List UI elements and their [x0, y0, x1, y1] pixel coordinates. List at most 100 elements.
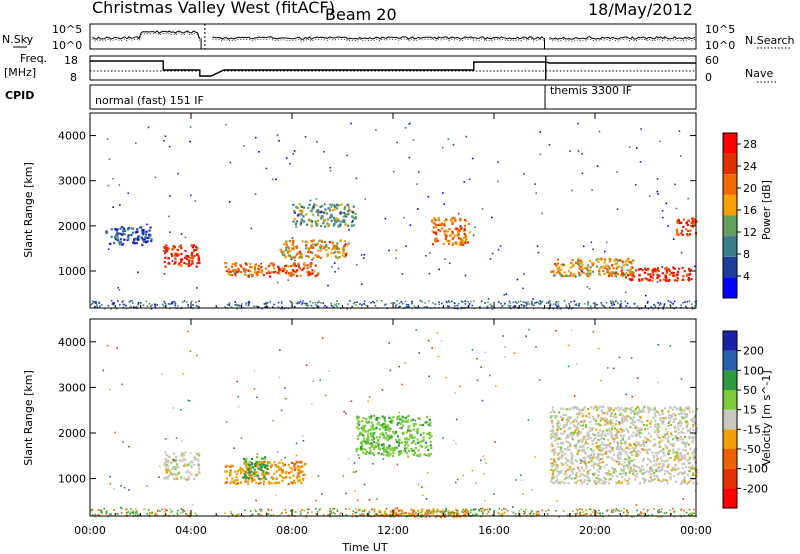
- data-cell: [410, 419, 413, 422]
- data-cell: [228, 304, 231, 307]
- data-cell: [234, 269, 237, 272]
- data-cell: [419, 453, 422, 456]
- data-cell: [183, 477, 186, 480]
- data-cell: [687, 443, 690, 446]
- data-cell: [294, 259, 296, 261]
- data-cell: [493, 493, 495, 495]
- data-cell: [326, 255, 329, 258]
- data-cell: [606, 268, 609, 271]
- data-cell: [579, 511, 582, 514]
- data-cell: [669, 473, 672, 476]
- data-cell: [683, 480, 686, 483]
- data-cell: [536, 245, 539, 248]
- data-cell: [661, 412, 664, 416]
- data-cell: [649, 480, 652, 483]
- data-cell: [642, 445, 645, 448]
- data-cell: [389, 369, 392, 372]
- data-cell: [164, 468, 168, 471]
- data-cell: [373, 510, 376, 513]
- data-cell: [443, 233, 446, 236]
- colorbar-tick-label: 200: [743, 345, 764, 358]
- data-cell: [647, 300, 649, 303]
- data-cell: [366, 433, 369, 436]
- data-cell: [386, 424, 389, 427]
- data-cell: [621, 438, 624, 441]
- data-cell: [258, 270, 261, 274]
- data-cell: [660, 515, 663, 518]
- data-cell: [289, 466, 292, 469]
- data-cell: [258, 306, 260, 309]
- data-cell: [689, 229, 692, 232]
- data-cell: [592, 302, 595, 305]
- data-cell: [224, 266, 227, 269]
- data-cell: [125, 512, 128, 514]
- colorbar-swatch: [723, 449, 737, 469]
- data-cell: [261, 461, 264, 464]
- data-cell: [501, 509, 503, 511]
- data-cell: [629, 422, 633, 425]
- data-cell: [620, 406, 623, 409]
- data-cell: [691, 220, 694, 223]
- colorbar-swatch: [723, 409, 737, 430]
- data-cell: [282, 250, 285, 253]
- data-cell: [371, 508, 373, 510]
- data-cell: [582, 480, 586, 484]
- data-cell: [280, 409, 283, 412]
- data-cell: [607, 420, 610, 423]
- data-cell: [571, 259, 574, 262]
- data-cell: [247, 304, 250, 307]
- data-cell: [281, 306, 283, 308]
- data-cell: [451, 511, 454, 513]
- data-cell: [339, 212, 342, 215]
- data-cell: [385, 432, 388, 435]
- data-cell: [289, 249, 292, 252]
- data-cell: [94, 514, 97, 516]
- data-cell: [225, 421, 228, 423]
- data-cell: [307, 270, 310, 273]
- data-cell: [655, 410, 658, 413]
- data-cell: [676, 279, 679, 282]
- data-cell: [551, 429, 555, 432]
- data-cell: [180, 253, 183, 256]
- data-cell: [640, 448, 643, 451]
- data-cell: [319, 508, 321, 510]
- data-cell: [473, 307, 476, 310]
- data-cell: [676, 230, 679, 233]
- data-cell: [605, 418, 608, 421]
- data-cell: [119, 227, 122, 230]
- data-cell: [616, 446, 619, 449]
- data-cell: [246, 480, 249, 483]
- data-cell: [269, 262, 272, 265]
- data-cell: [363, 514, 365, 516]
- data-cell: [411, 418, 414, 421]
- data-cell: [649, 466, 652, 469]
- data-cell: [372, 433, 375, 436]
- data-cell: [441, 302, 443, 305]
- data-cell: [622, 472, 625, 475]
- data-cell: [680, 441, 683, 444]
- data-cell: [166, 477, 169, 480]
- data-cell: [600, 432, 603, 436]
- data-cell: [315, 198, 318, 200]
- data-cell: [625, 272, 628, 275]
- data-cell: [115, 234, 118, 237]
- data-cell: [354, 216, 357, 219]
- data-cell: [305, 516, 308, 518]
- data-cell: [290, 510, 292, 512]
- data-cell: [258, 482, 261, 485]
- data-cell: [576, 416, 579, 419]
- data-cell: [256, 453, 259, 455]
- data-cell: [263, 461, 266, 464]
- data-cell: [695, 220, 699, 223]
- data-cell: [375, 513, 378, 515]
- data-cell: [552, 303, 555, 306]
- data-cell: [156, 514, 159, 516]
- data-cell: [429, 453, 432, 456]
- data-cell: [171, 510, 173, 513]
- data-cell: [424, 441, 427, 444]
- data-cell: [429, 512, 431, 515]
- data-cell: [262, 480, 266, 483]
- data-cell: [315, 508, 317, 510]
- data-cell: [290, 481, 293, 484]
- data-cell: [599, 465, 602, 468]
